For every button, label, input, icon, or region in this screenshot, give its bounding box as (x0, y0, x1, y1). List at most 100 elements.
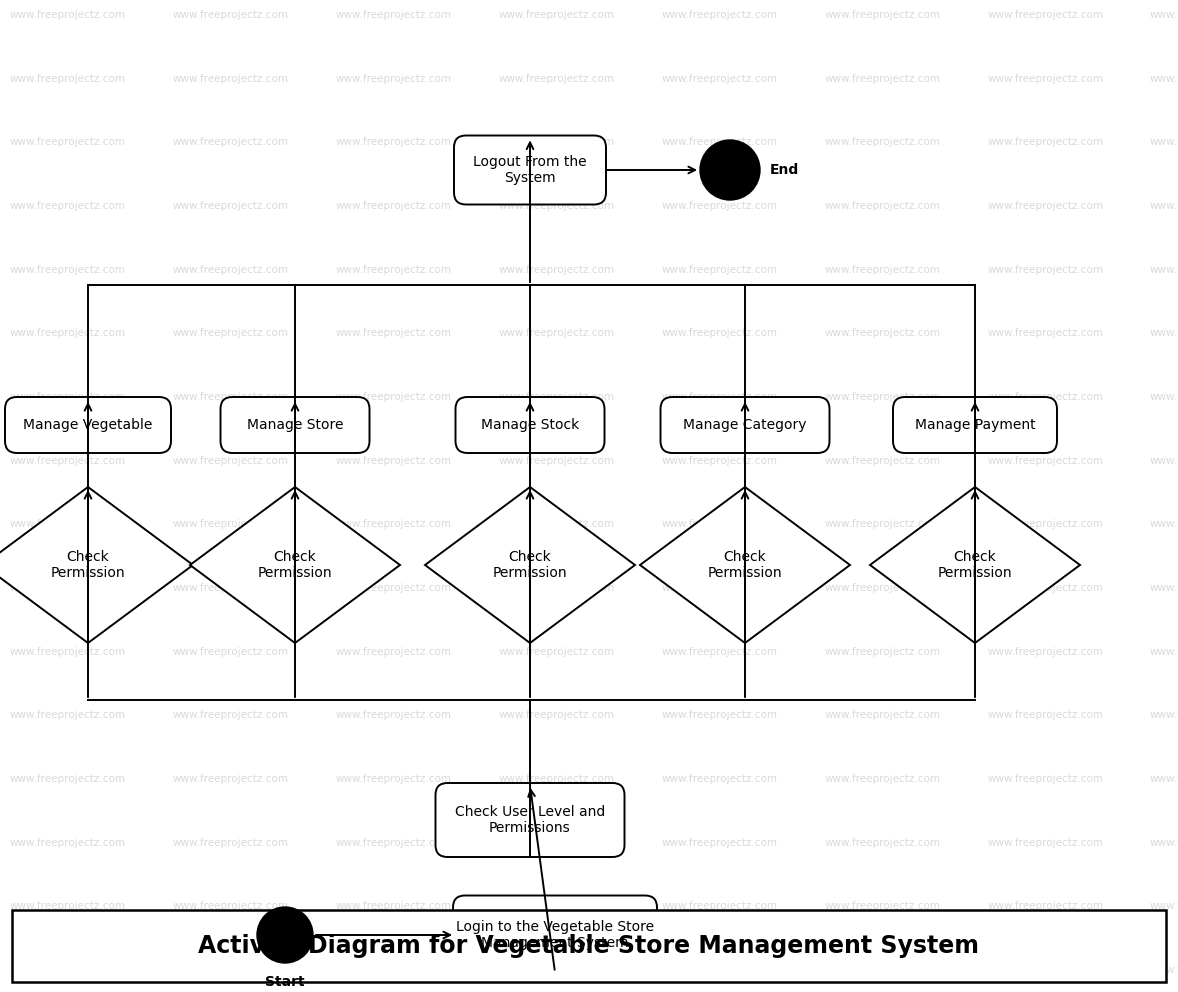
Text: www.freeprojectz.com: www.freeprojectz.com (1150, 10, 1178, 20)
Text: www.freeprojectz.com: www.freeprojectz.com (825, 965, 940, 975)
Text: www.freeprojectz.com: www.freeprojectz.com (498, 265, 615, 275)
Circle shape (257, 907, 313, 963)
Text: www.freeprojectz.com: www.freeprojectz.com (336, 10, 451, 20)
Text: www.freeprojectz.com: www.freeprojectz.com (336, 455, 451, 465)
FancyBboxPatch shape (454, 136, 605, 204)
Text: www.freeprojectz.com: www.freeprojectz.com (661, 73, 777, 83)
Text: www.freeprojectz.com: www.freeprojectz.com (336, 392, 451, 402)
Text: www.freeprojectz.com: www.freeprojectz.com (9, 647, 126, 657)
Text: www.freeprojectz.com: www.freeprojectz.com (9, 455, 126, 465)
Text: www.freeprojectz.com: www.freeprojectz.com (9, 265, 126, 275)
Text: www.freeprojectz.com: www.freeprojectz.com (498, 10, 615, 20)
Text: www.freeprojectz.com: www.freeprojectz.com (173, 137, 289, 148)
Text: www.freeprojectz.com: www.freeprojectz.com (987, 837, 1103, 848)
Text: www.freeprojectz.com: www.freeprojectz.com (173, 965, 289, 975)
Text: www.freeprojectz.com: www.freeprojectz.com (9, 902, 126, 912)
Text: www.freeprojectz.com: www.freeprojectz.com (987, 520, 1103, 530)
Text: www.freeprojectz.com: www.freeprojectz.com (173, 774, 289, 784)
Text: Activity Diagram for Vegetable Store Management System: Activity Diagram for Vegetable Store Man… (199, 934, 979, 958)
Text: Logout From the
System: Logout From the System (474, 155, 587, 186)
Polygon shape (640, 487, 851, 643)
Text: www.freeprojectz.com: www.freeprojectz.com (9, 583, 126, 593)
Text: www.freeprojectz.com: www.freeprojectz.com (173, 73, 289, 83)
Text: www.freeprojectz.com: www.freeprojectz.com (987, 710, 1103, 720)
Text: www.freeprojectz.com: www.freeprojectz.com (336, 73, 451, 83)
Text: www.freeprojectz.com: www.freeprojectz.com (498, 902, 615, 912)
Text: www.freeprojectz.com: www.freeprojectz.com (825, 10, 940, 20)
Text: www.freeprojectz.com: www.freeprojectz.com (1150, 201, 1178, 211)
FancyBboxPatch shape (220, 397, 370, 453)
Text: www.freeprojectz.com: www.freeprojectz.com (825, 710, 940, 720)
Polygon shape (425, 487, 635, 643)
Text: www.freeprojectz.com: www.freeprojectz.com (173, 710, 289, 720)
Text: End: End (770, 163, 799, 177)
Text: www.freeprojectz.com: www.freeprojectz.com (9, 10, 126, 20)
Text: www.freeprojectz.com: www.freeprojectz.com (1150, 710, 1178, 720)
Text: www.freeprojectz.com: www.freeprojectz.com (1150, 583, 1178, 593)
FancyBboxPatch shape (12, 910, 1166, 982)
Polygon shape (0, 487, 193, 643)
Text: www.freeprojectz.com: www.freeprojectz.com (9, 965, 126, 975)
Text: www.freeprojectz.com: www.freeprojectz.com (987, 73, 1103, 83)
Text: www.freeprojectz.com: www.freeprojectz.com (1150, 902, 1178, 912)
Text: www.freeprojectz.com: www.freeprojectz.com (498, 837, 615, 848)
Text: www.freeprojectz.com: www.freeprojectz.com (173, 520, 289, 530)
Text: www.freeprojectz.com: www.freeprojectz.com (336, 583, 451, 593)
Text: www.freeprojectz.com: www.freeprojectz.com (1150, 455, 1178, 465)
Text: Check
Permission: Check Permission (938, 550, 1012, 580)
Text: www.freeprojectz.com: www.freeprojectz.com (661, 137, 777, 148)
Text: www.freeprojectz.com: www.freeprojectz.com (987, 328, 1103, 338)
Text: www.freeprojectz.com: www.freeprojectz.com (661, 10, 777, 20)
Text: www.freeprojectz.com: www.freeprojectz.com (825, 520, 940, 530)
Text: www.freeprojectz.com: www.freeprojectz.com (336, 137, 451, 148)
Text: www.freeprojectz.com: www.freeprojectz.com (825, 137, 940, 148)
Text: www.freeprojectz.com: www.freeprojectz.com (498, 455, 615, 465)
Text: www.freeprojectz.com: www.freeprojectz.com (987, 647, 1103, 657)
Text: Manage Stock: Manage Stock (481, 418, 580, 432)
Text: www.freeprojectz.com: www.freeprojectz.com (9, 201, 126, 211)
Text: www.freeprojectz.com: www.freeprojectz.com (336, 710, 451, 720)
Text: www.freeprojectz.com: www.freeprojectz.com (661, 520, 777, 530)
Text: www.freeprojectz.com: www.freeprojectz.com (661, 710, 777, 720)
FancyBboxPatch shape (5, 397, 171, 453)
Text: www.freeprojectz.com: www.freeprojectz.com (9, 774, 126, 784)
Text: www.freeprojectz.com: www.freeprojectz.com (9, 710, 126, 720)
Text: www.freeprojectz.com: www.freeprojectz.com (1150, 392, 1178, 402)
Circle shape (700, 140, 760, 200)
Text: www.freeprojectz.com: www.freeprojectz.com (173, 10, 289, 20)
Text: www.freeprojectz.com: www.freeprojectz.com (661, 647, 777, 657)
Text: www.freeprojectz.com: www.freeprojectz.com (825, 774, 940, 784)
Text: www.freeprojectz.com: www.freeprojectz.com (9, 328, 126, 338)
Text: www.freeprojectz.com: www.freeprojectz.com (498, 710, 615, 720)
Text: www.freeprojectz.com: www.freeprojectz.com (498, 647, 615, 657)
Text: www.freeprojectz.com: www.freeprojectz.com (9, 520, 126, 530)
Text: www.freeprojectz.com: www.freeprojectz.com (987, 774, 1103, 784)
FancyBboxPatch shape (454, 896, 657, 974)
Text: www.freeprojectz.com: www.freeprojectz.com (336, 201, 451, 211)
Text: www.freeprojectz.com: www.freeprojectz.com (825, 583, 940, 593)
Text: www.freeprojectz.com: www.freeprojectz.com (987, 201, 1103, 211)
Text: www.freeprojectz.com: www.freeprojectz.com (173, 455, 289, 465)
Text: www.freeprojectz.com: www.freeprojectz.com (825, 73, 940, 83)
Text: www.freeprojectz.com: www.freeprojectz.com (1150, 328, 1178, 338)
Text: www.freeprojectz.com: www.freeprojectz.com (987, 455, 1103, 465)
Text: www.freeprojectz.com: www.freeprojectz.com (1150, 837, 1178, 848)
Text: www.freeprojectz.com: www.freeprojectz.com (336, 647, 451, 657)
Text: www.freeprojectz.com: www.freeprojectz.com (336, 837, 451, 848)
Text: www.freeprojectz.com: www.freeprojectz.com (825, 265, 940, 275)
Text: www.freeprojectz.com: www.freeprojectz.com (498, 965, 615, 975)
Text: www.freeprojectz.com: www.freeprojectz.com (173, 201, 289, 211)
Text: www.freeprojectz.com: www.freeprojectz.com (1150, 647, 1178, 657)
Text: www.freeprojectz.com: www.freeprojectz.com (987, 392, 1103, 402)
Text: www.freeprojectz.com: www.freeprojectz.com (987, 10, 1103, 20)
Text: www.freeprojectz.com: www.freeprojectz.com (9, 73, 126, 83)
Text: www.freeprojectz.com: www.freeprojectz.com (661, 965, 777, 975)
Text: www.freeprojectz.com: www.freeprojectz.com (9, 137, 126, 148)
Text: www.freeprojectz.com: www.freeprojectz.com (661, 328, 777, 338)
Text: www.freeprojectz.com: www.freeprojectz.com (1150, 265, 1178, 275)
Text: www.freeprojectz.com: www.freeprojectz.com (498, 520, 615, 530)
Text: Manage Store: Manage Store (246, 418, 343, 432)
Text: www.freeprojectz.com: www.freeprojectz.com (825, 837, 940, 848)
Text: Login to the Vegetable Store
Management System: Login to the Vegetable Store Management … (456, 920, 654, 950)
Text: Check User Level and
Permissions: Check User Level and Permissions (455, 805, 605, 835)
